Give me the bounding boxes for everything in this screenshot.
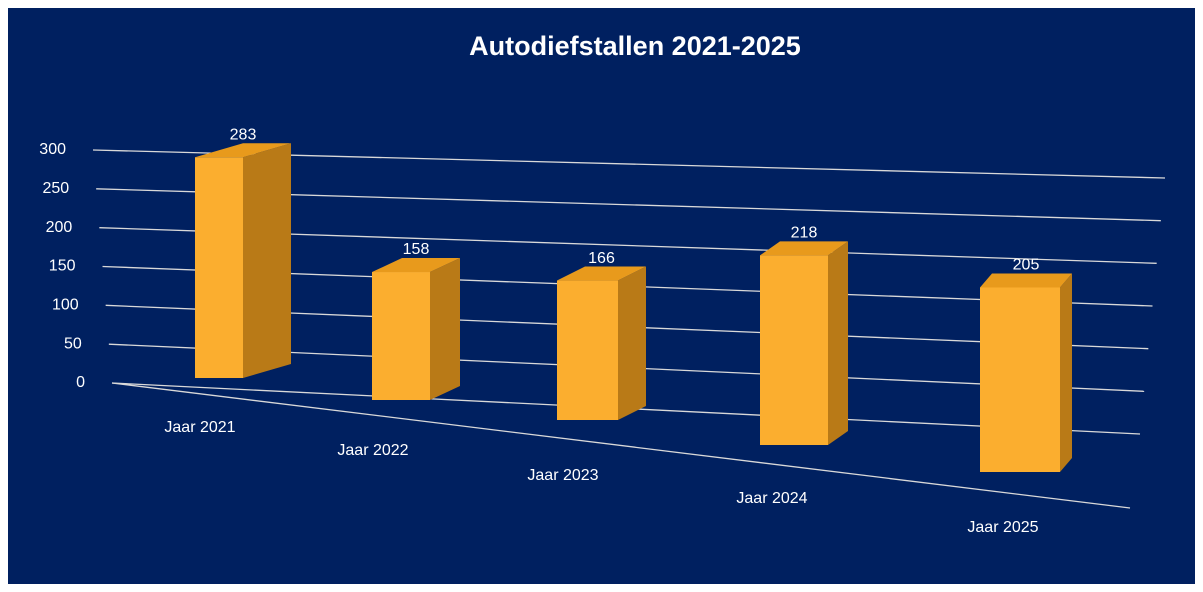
bar-top xyxy=(980,273,1072,288)
x-tick-label: Jaar 2022 xyxy=(337,442,408,459)
value-label: 283 xyxy=(230,126,257,143)
bar-side xyxy=(243,143,291,378)
y-tick-label: 250 xyxy=(42,180,69,197)
chart-title: Autodiefstallen 2021-2025 xyxy=(469,31,801,61)
x-tick-label: Jaar 2021 xyxy=(164,419,235,436)
value-label: 218 xyxy=(791,225,818,242)
value-label: 205 xyxy=(1013,257,1040,274)
x-tick-label: Jaar 2025 xyxy=(967,519,1038,536)
y-tick-label: 200 xyxy=(46,219,73,236)
bar-side xyxy=(828,241,848,445)
x-tick-label: Jaar 2023 xyxy=(527,467,598,484)
x-tick-label: Jaar 2024 xyxy=(736,490,807,507)
y-tick-label: 300 xyxy=(39,141,66,158)
y-tick-label: 150 xyxy=(49,258,76,275)
bar-top xyxy=(760,241,848,256)
floor-line xyxy=(111,382,1131,509)
bar xyxy=(557,280,618,420)
bar-side xyxy=(618,266,646,420)
y-tick-label: 50 xyxy=(64,335,82,352)
bar xyxy=(372,272,430,400)
bar xyxy=(980,287,1060,472)
y-tick-label: 0 xyxy=(76,374,85,391)
value-label: 166 xyxy=(588,250,615,267)
bar xyxy=(760,255,828,445)
bar-top xyxy=(372,258,460,273)
bar-side xyxy=(1060,273,1072,472)
bar-side xyxy=(430,258,460,400)
y-tick-label: 100 xyxy=(52,297,79,314)
bar xyxy=(195,157,243,378)
bar-top xyxy=(557,266,646,281)
value-label: 158 xyxy=(403,241,430,258)
bar-top xyxy=(195,143,291,158)
